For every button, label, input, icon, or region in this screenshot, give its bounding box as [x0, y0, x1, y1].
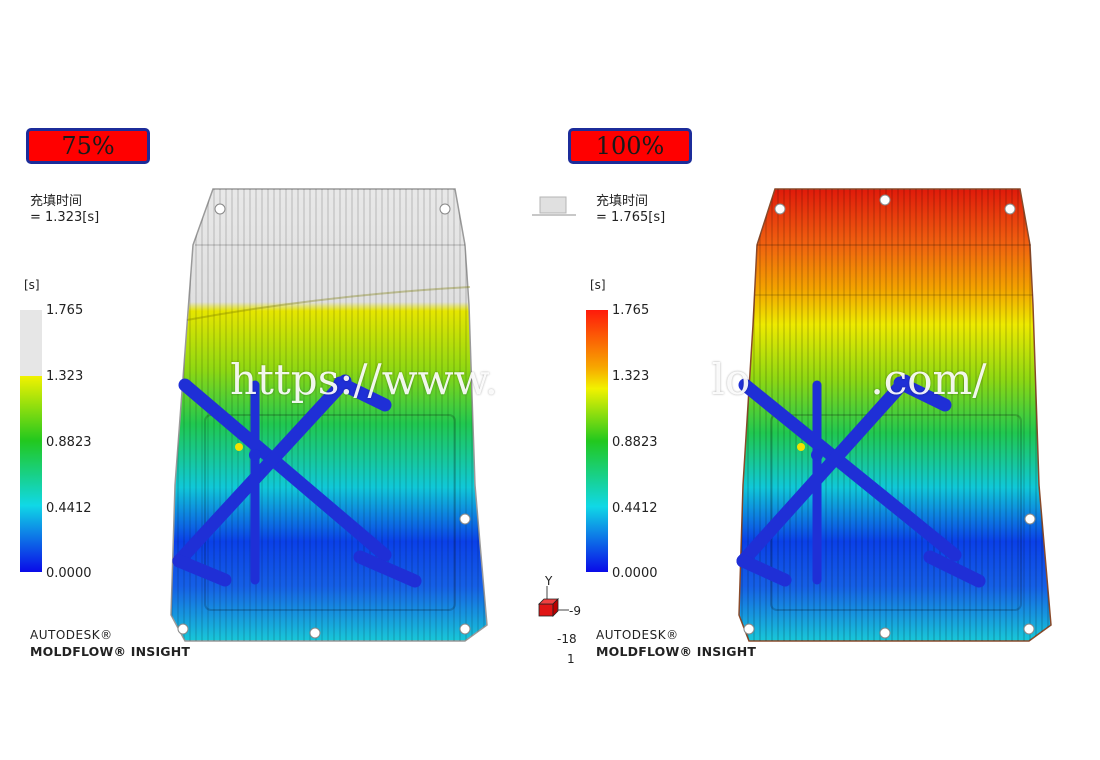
scale-unit: [s]: [590, 278, 606, 292]
part-model-fill-100: [736, 188, 1052, 642]
runner-system: [172, 374, 422, 588]
vendor-name: AUTODESK®: [30, 628, 113, 642]
scale-label-2: 1.323: [46, 369, 84, 384]
part-model-fill-75: [170, 188, 488, 642]
triad-readout-1: -9: [569, 604, 581, 618]
result-name: 充填时间: [596, 194, 649, 209]
result-name: 充填时间: [30, 194, 83, 209]
scale-label-4: 0.4412: [46, 501, 92, 516]
scale-unit: [s]: [24, 278, 40, 292]
result-panel-100: 100% 充填时间 = 1.765[s] [s] 1.765 1.323 0.8…: [550, 0, 1100, 760]
color-scale-bar: [20, 310, 42, 572]
triad-readout-2: -18: [557, 632, 577, 646]
view-orientation-triad: Y -9 -18 1: [533, 574, 583, 670]
vendor-name: AUTODESK®: [596, 628, 679, 642]
scale-label-min: 0.0000: [612, 566, 658, 581]
axis-cube-icon: [538, 586, 569, 617]
runner-system: [736, 374, 986, 588]
scale-label-min: 0.0000: [46, 566, 92, 581]
scale-label-4: 0.4412: [612, 501, 658, 516]
product-name: MOLDFLOW® INSIGHT: [596, 644, 757, 659]
result-panel-75: 75% 充填时间 = 1.323[s] [s] 1.765 1.323 0.88…: [20, 128, 488, 659]
result-value: = 1.765[s]: [596, 210, 666, 225]
scale-label-max: 1.765: [612, 303, 650, 318]
fill-percent-badge: 75%: [26, 128, 150, 164]
scale-label-3: 0.8823: [612, 435, 658, 450]
fill-percent-badge: 100%: [568, 128, 692, 164]
scale-label-3: 0.8823: [46, 435, 92, 450]
color-scale-bar: [586, 310, 608, 572]
part-thumbnail-icon: [532, 196, 576, 216]
triad-readout-3: 1: [567, 652, 575, 666]
result-value: = 1.323[s]: [30, 210, 100, 225]
scale-label-max: 1.765: [46, 303, 84, 318]
axis-label-y: Y: [545, 574, 553, 588]
product-name: MOLDFLOW® INSIGHT: [30, 644, 191, 659]
scale-label-2: 1.323: [612, 369, 650, 384]
